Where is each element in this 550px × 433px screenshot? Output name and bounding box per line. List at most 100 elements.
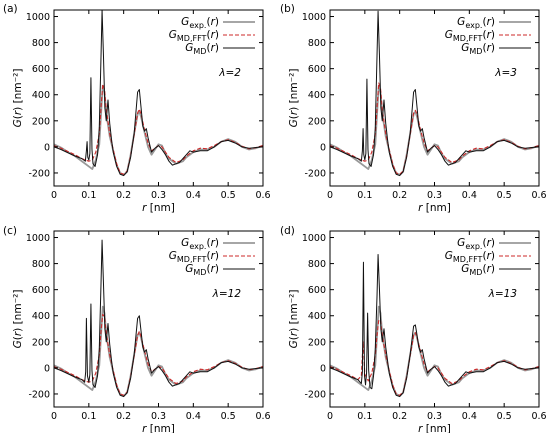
- x-tick-label: 0.2: [392, 190, 407, 201]
- x-axis-label: r [nm]: [418, 202, 451, 214]
- y-tick-label: -200: [304, 168, 326, 179]
- x-tick-label: 0.3: [427, 190, 442, 201]
- y-tick-label: -200: [28, 168, 50, 179]
- x-tick-label: 0.1: [357, 411, 372, 422]
- lambda-annotation: λ=12: [212, 288, 242, 300]
- x-tick-label: 0.6: [531, 190, 546, 201]
- x-tick-label: 0.6: [255, 411, 270, 422]
- x-tick-label: 0.1: [81, 190, 96, 201]
- x-tick-label: 0.2: [116, 190, 131, 201]
- legend-label: GMD(r): [185, 263, 219, 277]
- x-tick-label: 0.4: [186, 190, 201, 201]
- y-tick-label: -200: [28, 389, 50, 400]
- y-tick-label: 200: [308, 337, 326, 348]
- x-tick-label: 0.3: [151, 411, 166, 422]
- y-tick-label: 0: [320, 142, 326, 153]
- series-line: [54, 305, 263, 397]
- x-tick-label: 0: [51, 411, 57, 422]
- legend-label: GMD,FFT(r): [445, 250, 495, 264]
- series-line: [330, 10, 539, 177]
- panel-label: (d): [280, 225, 295, 237]
- y-axis-label: G(r) [nm⁻²]: [288, 290, 300, 349]
- legend-label: GMD,FFT(r): [445, 29, 495, 43]
- y-tick-label: 200: [308, 116, 326, 127]
- y-tick-label: 800: [308, 38, 326, 49]
- series-line: [54, 313, 263, 396]
- chart-panel: 0 0.1 0.2 0.3 0.4 0.5 0.6-20002004006008001000…: [3, 225, 271, 433]
- plot-frame: [53, 230, 264, 408]
- x-axis-label: r [nm]: [418, 423, 451, 433]
- panel-label: (c): [3, 225, 17, 237]
- y-tick-label: 800: [32, 259, 50, 270]
- y-tick-label: 400: [308, 90, 326, 101]
- legend-label: Gexp.(r): [181, 16, 219, 30]
- x-tick-label: 0: [327, 190, 333, 201]
- chart-panel: 0 0.1 0.2 0.3 0.4 0.5 0.6-20002004006008001000…: [3, 3, 271, 214]
- x-tick-label: 0.5: [497, 190, 512, 201]
- x-axis-label: r [nm]: [142, 423, 175, 433]
- x-tick-label: 0.1: [357, 190, 372, 201]
- series-group: [330, 253, 539, 398]
- x-tick-label: 0.4: [462, 411, 477, 422]
- y-tick-label: 800: [32, 38, 50, 49]
- y-tick-label: 200: [32, 337, 50, 348]
- y-axis-label: G(r) [nm⁻²]: [288, 69, 300, 128]
- y-tick-label: 0: [44, 142, 50, 153]
- series-group: [330, 10, 539, 177]
- series-line: [330, 82, 539, 175]
- x-tick-label: 0.6: [531, 411, 546, 422]
- legend-label: GMD(r): [461, 42, 495, 56]
- y-tick-label: 0: [320, 363, 326, 374]
- lambda-annotation: λ=13: [488, 288, 517, 300]
- lambda-annotation: λ=3: [494, 67, 517, 79]
- legend-label: Gexp.(r): [181, 237, 219, 251]
- y-tick-label: 1000: [26, 12, 50, 23]
- y-tick-label: 0: [44, 363, 50, 374]
- y-tick-label: 400: [308, 311, 326, 322]
- y-tick-label: 600: [32, 285, 50, 296]
- panel-label: (b): [280, 3, 295, 15]
- x-tick-label: 0.2: [392, 411, 407, 422]
- y-tick-label: 600: [308, 64, 326, 75]
- x-tick-label: 0: [51, 190, 57, 201]
- y-tick-label: 600: [308, 285, 326, 296]
- chart-panel: 0 0.1 0.2 0.3 0.4 0.5 0.6-20002004006008001000…: [280, 3, 547, 214]
- x-tick-label: 0.5: [221, 411, 236, 422]
- x-tick-label: 0: [327, 411, 333, 422]
- legend-label: GMD,FFT(r): [169, 250, 219, 264]
- x-tick-label: 0.1: [81, 411, 96, 422]
- y-axis-label: G(r) [nm⁻²]: [12, 69, 24, 128]
- panel-label: (a): [3, 3, 18, 15]
- x-axis-label: r [nm]: [142, 202, 175, 214]
- series-line: [54, 10, 263, 177]
- chart-panel: 0 0.1 0.2 0.3 0.4 0.5 0.6-20002004006008001000…: [280, 225, 547, 433]
- x-tick-label: 0.4: [186, 411, 201, 422]
- y-tick-label: 1000: [302, 233, 326, 244]
- y-tick-label: -200: [304, 389, 326, 400]
- x-tick-label: 0.6: [255, 190, 270, 201]
- y-tick-label: 400: [32, 311, 50, 322]
- series-line: [54, 83, 263, 175]
- y-tick-label: 1000: [26, 233, 50, 244]
- y-tick-label: 800: [308, 259, 326, 270]
- y-tick-label: 600: [32, 64, 50, 75]
- y-tick-label: 200: [32, 116, 50, 127]
- x-tick-label: 0.5: [221, 190, 236, 201]
- y-axis-label: G(r) [nm⁻²]: [12, 290, 24, 349]
- y-tick-label: 400: [32, 90, 50, 101]
- lambda-annotation: λ=2: [218, 67, 241, 79]
- legend-label: GMD(r): [461, 263, 495, 277]
- legend-label: Gexp.(r): [457, 237, 495, 251]
- x-tick-label: 0.4: [462, 190, 477, 201]
- series-group: [54, 239, 263, 398]
- legend-label: GMD,FFT(r): [169, 29, 219, 43]
- x-tick-label: 0.2: [116, 411, 131, 422]
- series-line: [330, 319, 539, 396]
- series-line: [330, 253, 539, 398]
- series-line: [54, 239, 263, 398]
- legend-label: GMD(r): [185, 42, 219, 56]
- x-tick-label: 0.3: [427, 411, 442, 422]
- legend-label: Gexp.(r): [457, 16, 495, 30]
- x-tick-label: 0.3: [151, 190, 166, 201]
